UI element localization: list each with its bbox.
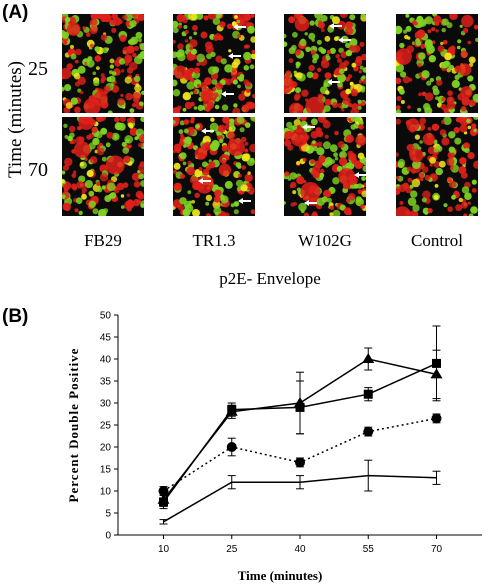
data-point-square xyxy=(159,497,168,507)
y-tick-label: 0 xyxy=(105,531,111,542)
error-bar xyxy=(364,459,373,492)
arrow-icon xyxy=(233,24,246,30)
plot-area: 0 5 10 15 20 25 30 35 40 45 50 10 25 40 55 70 xyxy=(100,311,482,555)
arrow-icon xyxy=(304,200,317,206)
envelope-group-label: p2E- Envelope xyxy=(219,269,321,288)
error-bar xyxy=(432,470,441,485)
micrograph-tr13-25 xyxy=(173,14,255,113)
row-axis-label: Time (minutes) xyxy=(5,61,26,178)
y-tick-label: 10 xyxy=(100,487,112,498)
y-tick-label: 40 xyxy=(100,355,112,366)
x-tick-label: 70 xyxy=(431,544,443,555)
column-label-tr13: TR1.3 xyxy=(192,231,236,250)
arrow-icon xyxy=(221,91,234,97)
column-label-control: Control xyxy=(411,231,463,250)
y-tick-label: 45 xyxy=(100,333,112,344)
line-chart: 0 5 10 15 20 25 30 35 40 45 50 10 25 40 55 70 Percent D… xyxy=(66,311,482,583)
micrograph-fb29-70 xyxy=(62,117,144,216)
x-tick-label: 55 xyxy=(363,544,375,555)
data-point-square xyxy=(432,358,441,368)
arrow-icon xyxy=(201,128,214,134)
data-point-square xyxy=(363,389,373,399)
error-bar xyxy=(296,475,304,490)
row-label-25: 25 xyxy=(28,58,48,80)
micrograph-w102g-25 xyxy=(284,14,366,113)
data-point-square xyxy=(227,405,237,415)
micrograph-fb29-25 xyxy=(62,14,144,113)
arrow-icon xyxy=(327,79,340,85)
y-tick-label: 15 xyxy=(100,465,112,476)
column-label-w102g: W102G xyxy=(298,231,352,250)
arrow-icon xyxy=(329,23,342,29)
arrow-icon xyxy=(228,53,241,59)
arrow-icon xyxy=(198,178,211,184)
arrow-icon xyxy=(238,198,251,204)
data-point-circle xyxy=(295,457,305,468)
column-label-fb29: FB29 xyxy=(84,231,122,250)
data-point-circle xyxy=(226,442,237,452)
y-tick-label: 50 xyxy=(100,311,112,322)
arrow-icon xyxy=(302,124,315,130)
data-point-square xyxy=(295,402,305,412)
x-tick-label: 40 xyxy=(294,544,306,555)
y-tick-label: 5 xyxy=(105,509,111,520)
x-tick-label: 10 xyxy=(158,544,170,555)
y-tick-label: 35 xyxy=(100,377,112,388)
y-tick-label: 30 xyxy=(100,399,112,410)
micrograph-tr13-70 xyxy=(173,117,255,216)
y-tick-label: 20 xyxy=(100,443,112,454)
micrograph-control-70 xyxy=(396,117,478,216)
data-point-circle xyxy=(158,486,169,496)
arrow-icon xyxy=(338,37,351,43)
panel-a-label: (A) xyxy=(2,2,29,23)
micrograph-control-25 xyxy=(396,14,478,113)
row-label-70: 70 xyxy=(28,159,48,181)
y-tick-label: 25 xyxy=(100,421,112,432)
panel-b-label: (B) xyxy=(2,306,29,327)
x-tick-label: 25 xyxy=(226,544,238,555)
y-axis-label: Percent Double Positive xyxy=(66,348,81,503)
error-bar xyxy=(227,475,236,490)
micrograph-w102g-70 xyxy=(284,117,366,216)
data-point-circle xyxy=(431,413,442,424)
data-point-circle xyxy=(363,426,374,437)
x-axis-label: Time (minutes) xyxy=(238,568,323,583)
arrow-icon xyxy=(354,172,366,178)
error-bar xyxy=(159,519,168,525)
data-point-triangle xyxy=(362,353,375,363)
